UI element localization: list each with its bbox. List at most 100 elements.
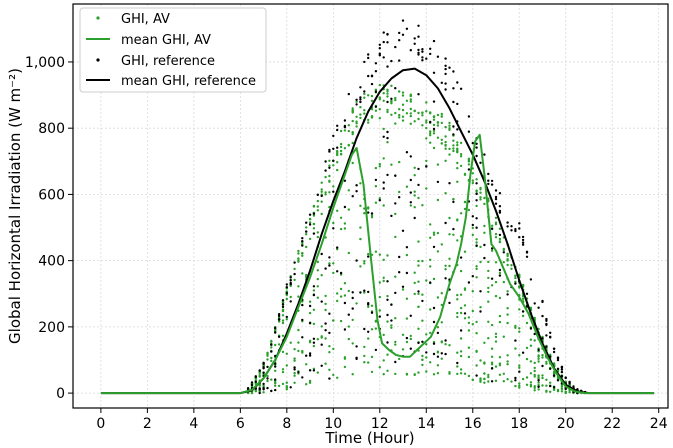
point-ghi-reference [363, 327, 366, 331]
point-ghi-av [483, 196, 486, 200]
point-ghi-av [301, 351, 304, 354]
point-ghi-reference [394, 202, 397, 205]
point-ghi-av [293, 381, 296, 384]
point-ghi-av [498, 320, 502, 324]
point-ghi-reference [301, 237, 304, 240]
point-ghi-av [339, 152, 343, 156]
point-ghi-av [490, 347, 494, 350]
point-ghi-av [305, 363, 308, 366]
point-ghi-av [316, 209, 319, 212]
point-ghi-av [521, 314, 525, 318]
point-ghi-av [475, 189, 478, 192]
point-ghi-av [421, 204, 424, 207]
point-ghi-av [401, 108, 405, 112]
point-ghi-av [494, 236, 498, 239]
point-ghi-reference [421, 56, 424, 59]
point-ghi-av [320, 188, 323, 191]
point-ghi-av [475, 267, 478, 271]
point-ghi-av [494, 221, 498, 224]
point-ghi-av [301, 272, 304, 275]
point-ghi-reference [262, 366, 265, 369]
point-ghi-reference [436, 180, 440, 184]
point-ghi-av [498, 364, 502, 367]
point-ghi-av [281, 300, 285, 304]
point-ghi-av [266, 354, 269, 357]
point-ghi-reference [417, 51, 420, 54]
point-ghi-reference [293, 368, 296, 371]
point-ghi-reference [351, 307, 354, 310]
x-tick-label: 16 [464, 416, 482, 432]
point-ghi-av [429, 132, 432, 135]
point-ghi-av [502, 335, 505, 338]
point-ghi-av [320, 274, 323, 277]
point-ghi-reference [336, 124, 339, 128]
point-ghi-reference [533, 302, 536, 305]
point-ghi-av [359, 182, 362, 185]
point-ghi-av [432, 123, 436, 127]
point-ghi-reference [452, 87, 455, 90]
point-ghi-av [297, 257, 300, 260]
point-ghi-reference [301, 318, 304, 322]
point-ghi-av [417, 111, 420, 115]
point-ghi-av [483, 372, 486, 375]
point-ghi-av [336, 168, 339, 172]
point-ghi-reference [456, 102, 459, 106]
point-ghi-reference [479, 310, 482, 313]
point-ghi-av [467, 163, 471, 166]
point-ghi-av [336, 299, 339, 303]
point-ghi-av [254, 390, 257, 393]
point-ghi-av [394, 96, 397, 100]
point-ghi-reference [556, 379, 560, 382]
point-ghi-reference [359, 98, 362, 101]
point-ghi-reference [525, 292, 529, 295]
point-ghi-av [405, 185, 409, 188]
point-ghi-av [382, 204, 385, 207]
point-ghi-av [494, 365, 498, 368]
point-ghi-reference [293, 366, 296, 369]
y-tick-label: 1,000 [25, 55, 65, 71]
point-ghi-av [440, 321, 443, 324]
point-ghi-av [413, 120, 416, 123]
point-ghi-av [525, 346, 529, 350]
point-ghi-reference [305, 221, 308, 224]
point-ghi-av [459, 269, 463, 273]
point-ghi-av [297, 295, 300, 298]
point-ghi-av [378, 83, 381, 87]
point-ghi-reference [355, 356, 358, 359]
point-ghi-reference [266, 386, 269, 390]
point-ghi-av [463, 200, 467, 204]
point-ghi-av [370, 355, 374, 359]
point-ghi-av [316, 285, 319, 288]
point-ghi-reference [537, 385, 540, 388]
point-ghi-reference [401, 229, 405, 232]
point-ghi-reference [490, 277, 494, 280]
point-ghi-av [518, 366, 521, 369]
point-ghi-av [552, 362, 556, 365]
point-ghi-av [328, 345, 331, 348]
point-ghi-av [456, 143, 459, 147]
point-ghi-av [285, 381, 288, 384]
point-ghi-av [467, 157, 471, 160]
point-ghi-reference [370, 212, 374, 215]
point-ghi-reference [332, 190, 335, 193]
point-ghi-av [305, 226, 308, 229]
point-ghi-reference [568, 380, 571, 384]
point-ghi-av [494, 280, 498, 284]
point-ghi-av [409, 337, 412, 341]
point-ghi-reference [432, 71, 436, 75]
point-ghi-av [398, 90, 401, 93]
point-ghi-av [514, 280, 517, 283]
point-ghi-av [537, 355, 540, 358]
point-ghi-reference [374, 62, 378, 65]
point-ghi-reference [518, 236, 521, 239]
point-ghi-reference [436, 55, 440, 58]
point-ghi-av [432, 277, 436, 281]
point-ghi-reference [305, 354, 308, 357]
point-ghi-reference [386, 33, 389, 36]
point-ghi-reference [514, 282, 517, 285]
point-ghi-av [351, 131, 354, 134]
point-ghi-av [359, 106, 362, 109]
point-ghi-reference [537, 348, 540, 352]
point-ghi-av [382, 333, 385, 337]
point-ghi-av [394, 372, 397, 376]
